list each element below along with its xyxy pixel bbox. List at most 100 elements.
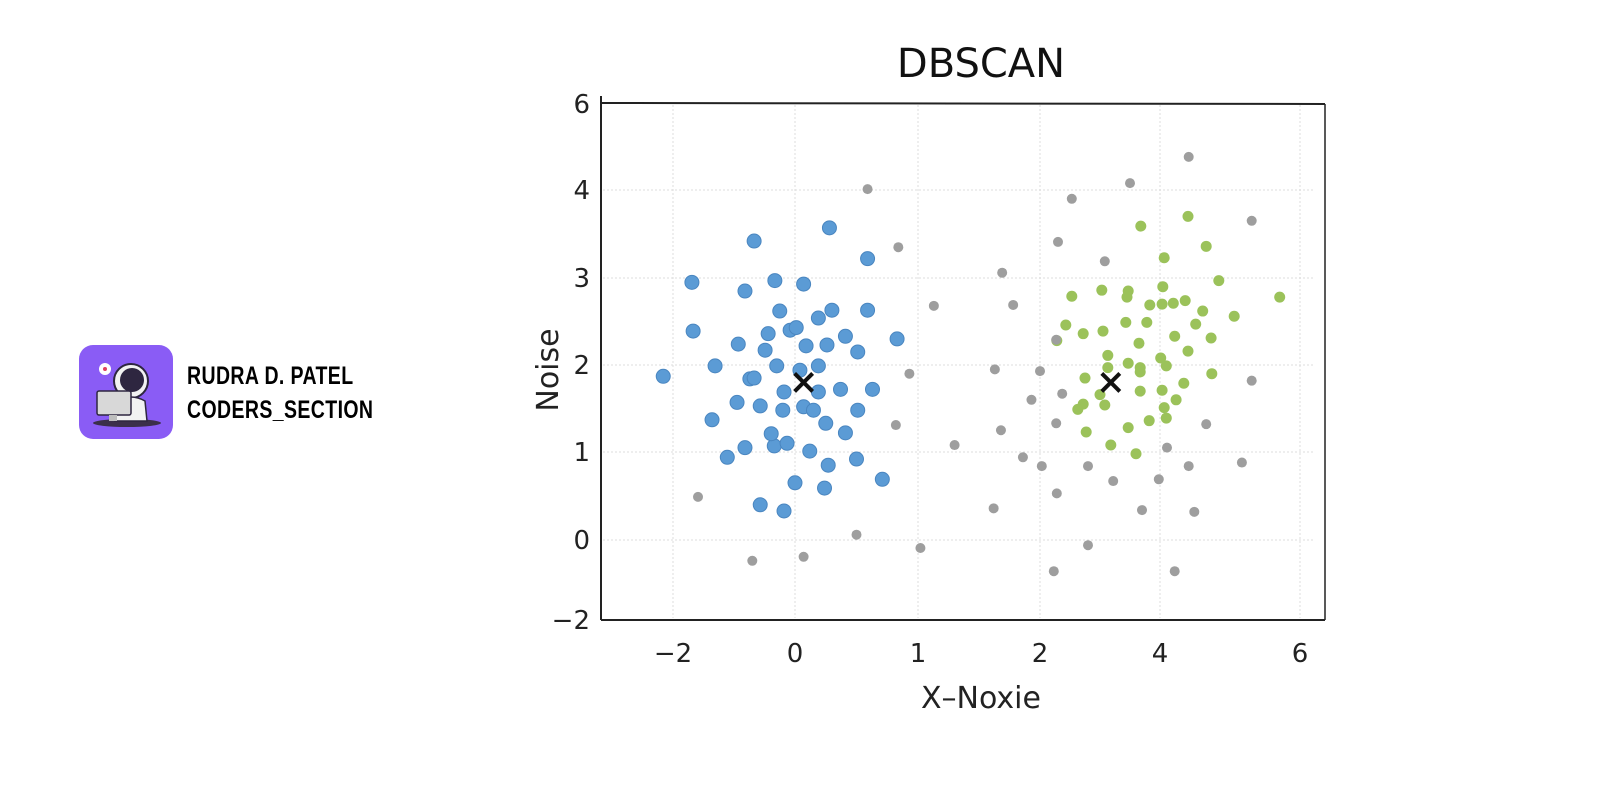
cluster-1-point [837,328,853,344]
cluster-2-point [1105,439,1117,451]
x-tick-label: 0 [787,639,804,669]
cluster-2-point [1167,297,1179,309]
brand-logo [79,345,173,439]
cluster-2-point [1169,330,1181,342]
noise-point [1051,418,1062,429]
cluster-2-point [1099,399,1111,411]
cluster-1-point [746,233,762,249]
noise-point [1083,461,1093,472]
cluster-2-point [1200,240,1212,252]
cluster-2-point [1274,291,1286,303]
cluster-1-point [796,276,812,292]
cluster-1-point [787,475,803,491]
cluster-2-point [1096,284,1108,296]
cluster-1-point [757,342,773,358]
cluster-2-point [1190,318,1202,330]
y-axis-label: Noise [531,328,566,411]
noise-point [851,529,862,540]
cluster-1-point [779,435,795,451]
cluster-2-point [1179,295,1191,307]
noise-point [1026,394,1037,405]
cluster-2-point [1102,349,1114,361]
cluster-1-point [684,274,700,290]
cluster-2-point [1120,316,1132,328]
cluster-1-point [788,320,804,336]
chart-title: DBSCAN [897,41,1065,87]
noise-point [928,300,939,311]
cluster-1-point [874,471,890,487]
cluster-2-point [1158,252,1170,264]
noise-point [1125,178,1135,189]
cluster-1-point [798,338,814,354]
noise-point [1169,566,1180,577]
noise-point [1035,366,1045,377]
noise-point [1162,442,1172,453]
cluster-1-point [752,398,768,414]
cluster-2-point [1213,275,1225,287]
noise-point [1036,461,1047,472]
cluster-1-point [889,331,905,347]
cluster-1-point [850,402,866,418]
noise-point [747,555,758,566]
cluster-1-point [860,251,876,267]
cluster-1-point [729,394,745,410]
cluster-1-point [860,302,876,318]
noise-point [1137,505,1147,516]
noise-point [1017,452,1028,463]
noise-point [1051,334,1062,345]
cluster-1-point [685,323,701,339]
noise-point [997,267,1008,278]
cluster-1-point [805,402,821,418]
cluster-2-point [1144,299,1156,311]
cluster-2-point [1157,281,1169,293]
cluster-2-point [1133,337,1145,349]
y-tick-label: 3 [573,264,590,294]
cluster-1-point [824,302,840,318]
cluster-1-point [730,336,746,352]
cluster-2-point [1122,422,1134,434]
noise-point [1189,506,1200,517]
cluster-1-point [819,337,835,353]
centroid-x-marker [793,371,815,393]
cluster-2-point [1206,368,1218,380]
noise-point [862,184,873,195]
cluster-1-point [737,440,753,456]
cluster-1-point [849,451,864,467]
noise-point [1246,215,1257,226]
noise-point [1108,476,1119,487]
cluster-2-point [1066,290,1078,302]
noise-point [1183,151,1194,162]
y-tick-label: 2 [573,351,590,381]
noise-point [1099,256,1110,267]
cluster-1-point [766,438,782,454]
y-tick-label: 0 [573,526,590,556]
cluster-1-point [760,326,776,342]
cluster-1-point [707,358,723,374]
cluster-1-point [810,358,826,374]
x-tick-label: 6 [1292,639,1309,669]
cluster-1-point [719,449,735,465]
cluster-2-point [1102,362,1114,374]
cluster-2-point [1182,345,1194,357]
cluster-1-point [655,368,671,384]
cluster-1-point [776,503,792,519]
plot-frame [600,96,1326,621]
noise-point [915,543,926,553]
cluster-1-point [820,457,836,473]
y-tick-label: 4 [573,176,590,206]
brand-name: RUDRA D. PATEL [187,362,354,390]
cluster-2-point [1160,412,1172,424]
noise-point [1246,375,1257,386]
cluster-2-point [1080,426,1092,438]
cluster-2-point [1178,377,1190,389]
noise-point [1183,461,1194,472]
x-tick-label: 1 [910,639,927,669]
cluster-1-point [704,412,720,428]
cluster-2-point [1170,394,1182,406]
x-tick-label: 4 [1152,639,1169,669]
noise-point [1201,419,1212,430]
brand-handle: CODERS_SECTION [187,396,374,424]
noise-point [1066,193,1077,204]
x-tick-label: 2 [1032,639,1049,669]
